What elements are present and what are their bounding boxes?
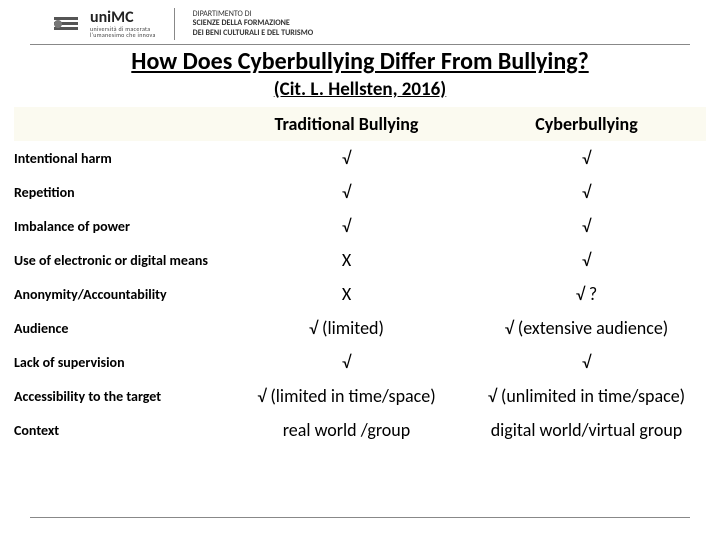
cell-traditional: √ <box>224 209 469 243</box>
table-row: Lack of supervision √ √ <box>14 345 706 379</box>
page-title: How Does Cyberbullying Differ From Bully… <box>0 47 720 76</box>
logo-sub2: l'umanesimo che innova <box>90 32 156 38</box>
table-row: Intentional harm √ √ <box>14 141 706 175</box>
row-label: Use of electronic or digital means <box>14 244 224 277</box>
table-row: Audience √ (limited) √ (extensive audien… <box>14 311 706 345</box>
comparison-table: Traditional Bullying Cyberbullying Inten… <box>14 107 706 447</box>
row-label: Repetition <box>14 176 224 209</box>
cell-cyber: digital world/virtual group <box>469 413 704 447</box>
table-row: Imbalance of power √ √ <box>14 209 706 243</box>
department-text: DIPARTIMENTO DI SCIENZE DELLA FORMAZIONE… <box>193 10 313 39</box>
table-row: Anonymity/Accountability X √ ? <box>14 277 706 311</box>
table-row: Use of electronic or digital means X √ <box>14 243 706 277</box>
row-label: Audience <box>14 312 224 345</box>
cell-cyber: √ (unlimited in time/space) <box>469 379 704 413</box>
vertical-divider <box>174 8 175 40</box>
cell-cyber: √ <box>469 243 704 277</box>
table-row: Context real world /group digital world/… <box>14 413 706 447</box>
col-traditional: Traditional Bullying <box>224 107 469 141</box>
cell-cyber: √ ? <box>469 277 704 311</box>
cell-cyber: √ (extensive audience) <box>469 311 704 345</box>
row-label: Imbalance of power <box>14 210 224 243</box>
crest-icon <box>50 13 82 35</box>
row-label: Context <box>14 414 224 447</box>
cell-traditional: X <box>224 277 469 311</box>
row-label: Lack of supervision <box>14 346 224 379</box>
cell-cyber: √ <box>469 345 704 379</box>
citation: (Cit. L. Hellsten, 2016) <box>0 78 720 101</box>
cell-traditional: √ <box>224 345 469 379</box>
cell-traditional: real world /group <box>224 413 469 447</box>
cell-traditional: √ <box>224 175 469 209</box>
logo-block: uniMC università di macerata l'umanesimo… <box>50 10 156 38</box>
table-row: Accessibility to the target √ (limited i… <box>14 379 706 413</box>
col-cyber: Cyberbullying <box>469 107 704 141</box>
dept-line3: DEI BENI CULTURALI E DEL TURISMO <box>193 29 313 39</box>
row-label: Intentional harm <box>14 142 224 175</box>
cell-cyber: √ <box>469 175 704 209</box>
row-label: Anonymity/Accountability <box>14 278 224 311</box>
table-row: Repetition √ √ <box>14 175 706 209</box>
col-blank <box>14 118 224 130</box>
cell-traditional: X <box>224 243 469 277</box>
cell-traditional: √ (limited in time/space) <box>224 379 469 413</box>
logo-main: uniMC <box>90 10 156 26</box>
header: uniMC università di macerata l'umanesimo… <box>30 0 690 45</box>
cell-traditional: √ <box>224 141 469 175</box>
cell-cyber: √ <box>469 141 704 175</box>
slide: uniMC università di macerata l'umanesimo… <box>0 0 720 540</box>
footer-rule <box>30 517 690 518</box>
row-label: Accessibility to the target <box>14 380 224 413</box>
cell-cyber: √ <box>469 209 704 243</box>
table-header-row: Traditional Bullying Cyberbullying <box>14 107 706 141</box>
cell-traditional: √ (limited) <box>224 311 469 345</box>
logo-text: uniMC università di macerata l'umanesimo… <box>90 10 156 38</box>
